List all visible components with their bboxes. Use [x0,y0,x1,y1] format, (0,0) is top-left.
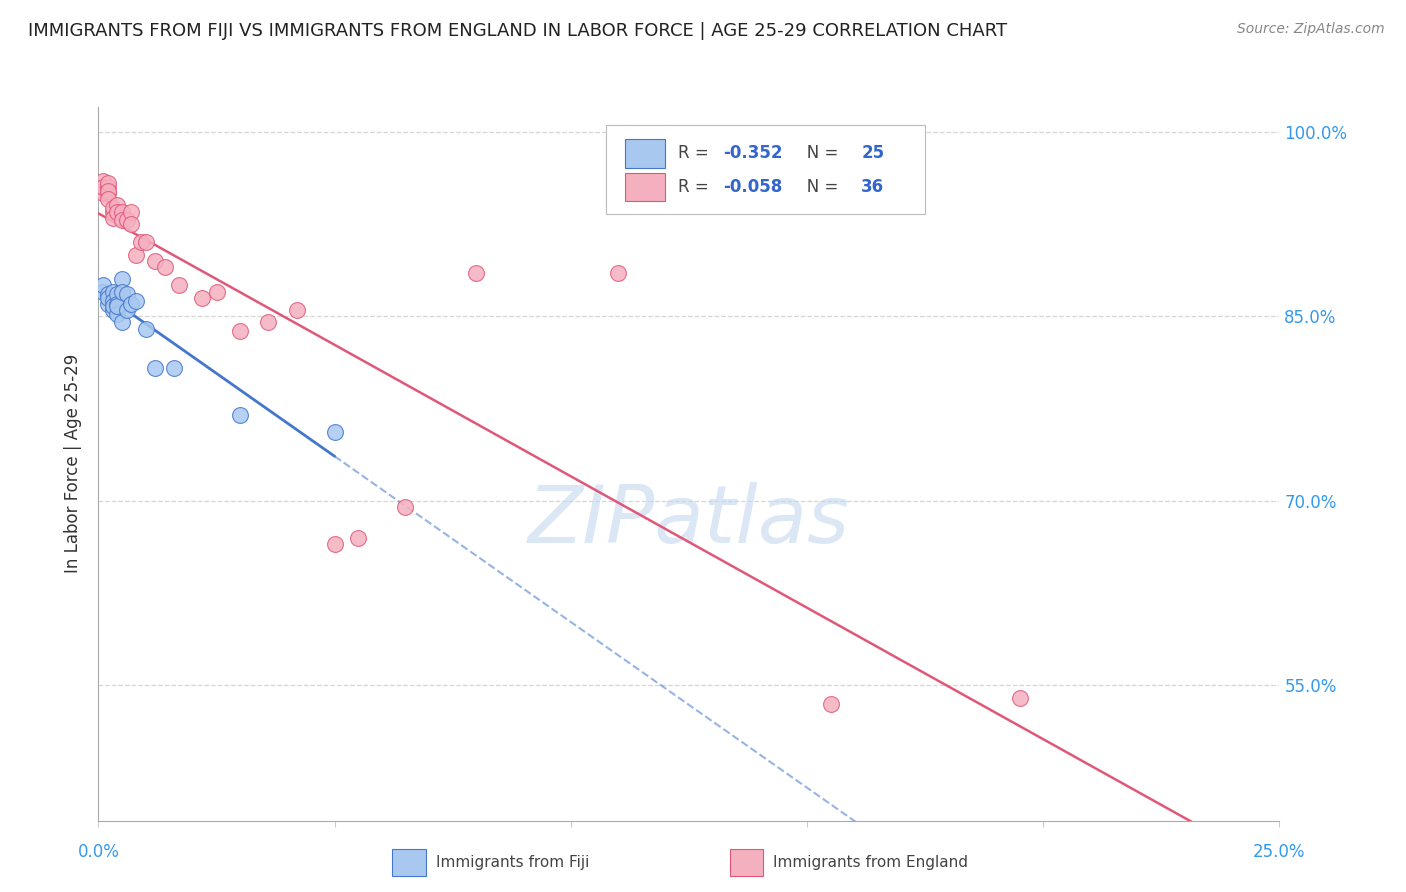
Point [105,198,128,212]
Text: Immigrants from Fiji: Immigrants from Fiji [436,855,589,870]
Point [91,186,114,201]
Point [105,204,128,219]
Point [101,294,124,309]
Point [125,294,148,309]
Text: N =: N = [790,145,844,162]
Point [347,531,370,545]
Point [285,303,308,318]
Point [121,217,143,231]
Point [323,537,346,551]
Text: IMMIGRANTS FROM FIJI VS IMMIGRANTS FROM ENGLAND IN LABOR FORCE | AGE 25-29 CORRE: IMMIGRANTS FROM FIJI VS IMMIGRANTS FROM … [28,22,1007,40]
Point [101,303,124,318]
Text: Immigrants from England: Immigrants from England [773,855,969,870]
Text: 25.0%: 25.0% [1253,843,1306,861]
Text: 36: 36 [862,178,884,196]
Point [135,321,157,335]
Point [205,285,228,299]
Point [394,500,416,514]
Text: N =: N = [790,178,844,196]
Point [115,213,138,227]
Point [121,204,143,219]
Point [97,177,120,191]
Point [105,297,128,311]
Point [97,291,120,305]
Point [101,285,124,299]
Point [115,303,138,318]
Point [111,204,134,219]
Point [465,266,488,280]
Point [101,201,124,215]
Point [607,266,630,280]
Point [97,180,120,194]
Point [820,697,842,711]
Point [229,324,252,338]
Point [105,287,128,301]
Point [97,184,120,198]
Point [111,213,134,227]
Text: -0.352: -0.352 [723,145,783,162]
Point [97,192,120,206]
Point [111,272,134,286]
Point [129,235,152,250]
Point [125,248,148,262]
Point [143,253,166,268]
Text: -0.058: -0.058 [723,178,783,196]
Text: 0.0%: 0.0% [77,843,120,861]
Point [115,287,138,301]
Point [101,211,124,225]
FancyBboxPatch shape [626,173,665,202]
Text: ZIPatlas: ZIPatlas [527,482,851,560]
Point [91,174,114,188]
Point [111,285,134,299]
Point [191,291,214,305]
Y-axis label: In Labor Force | Age 25-29: In Labor Force | Age 25-29 [65,354,83,574]
Point [101,299,124,313]
Text: R =: R = [678,145,714,162]
Point [97,287,120,301]
Text: Source: ZipAtlas.com: Source: ZipAtlas.com [1237,22,1385,37]
Point [101,204,124,219]
Point [91,180,114,194]
Point [257,315,280,329]
Point [91,285,114,299]
Point [323,425,346,439]
Point [1008,690,1031,705]
Text: 25: 25 [862,145,884,162]
Point [167,278,190,293]
Point [111,315,134,329]
Point [163,360,186,375]
FancyBboxPatch shape [626,139,665,168]
Point [121,297,143,311]
Text: R =: R = [678,178,714,196]
Point [135,235,157,250]
FancyBboxPatch shape [606,125,925,214]
Point [229,408,252,422]
Point [105,307,128,321]
Point [153,260,176,274]
Point [97,186,120,201]
Point [105,299,128,313]
Point [91,278,114,293]
Point [97,297,120,311]
Point [143,360,166,375]
